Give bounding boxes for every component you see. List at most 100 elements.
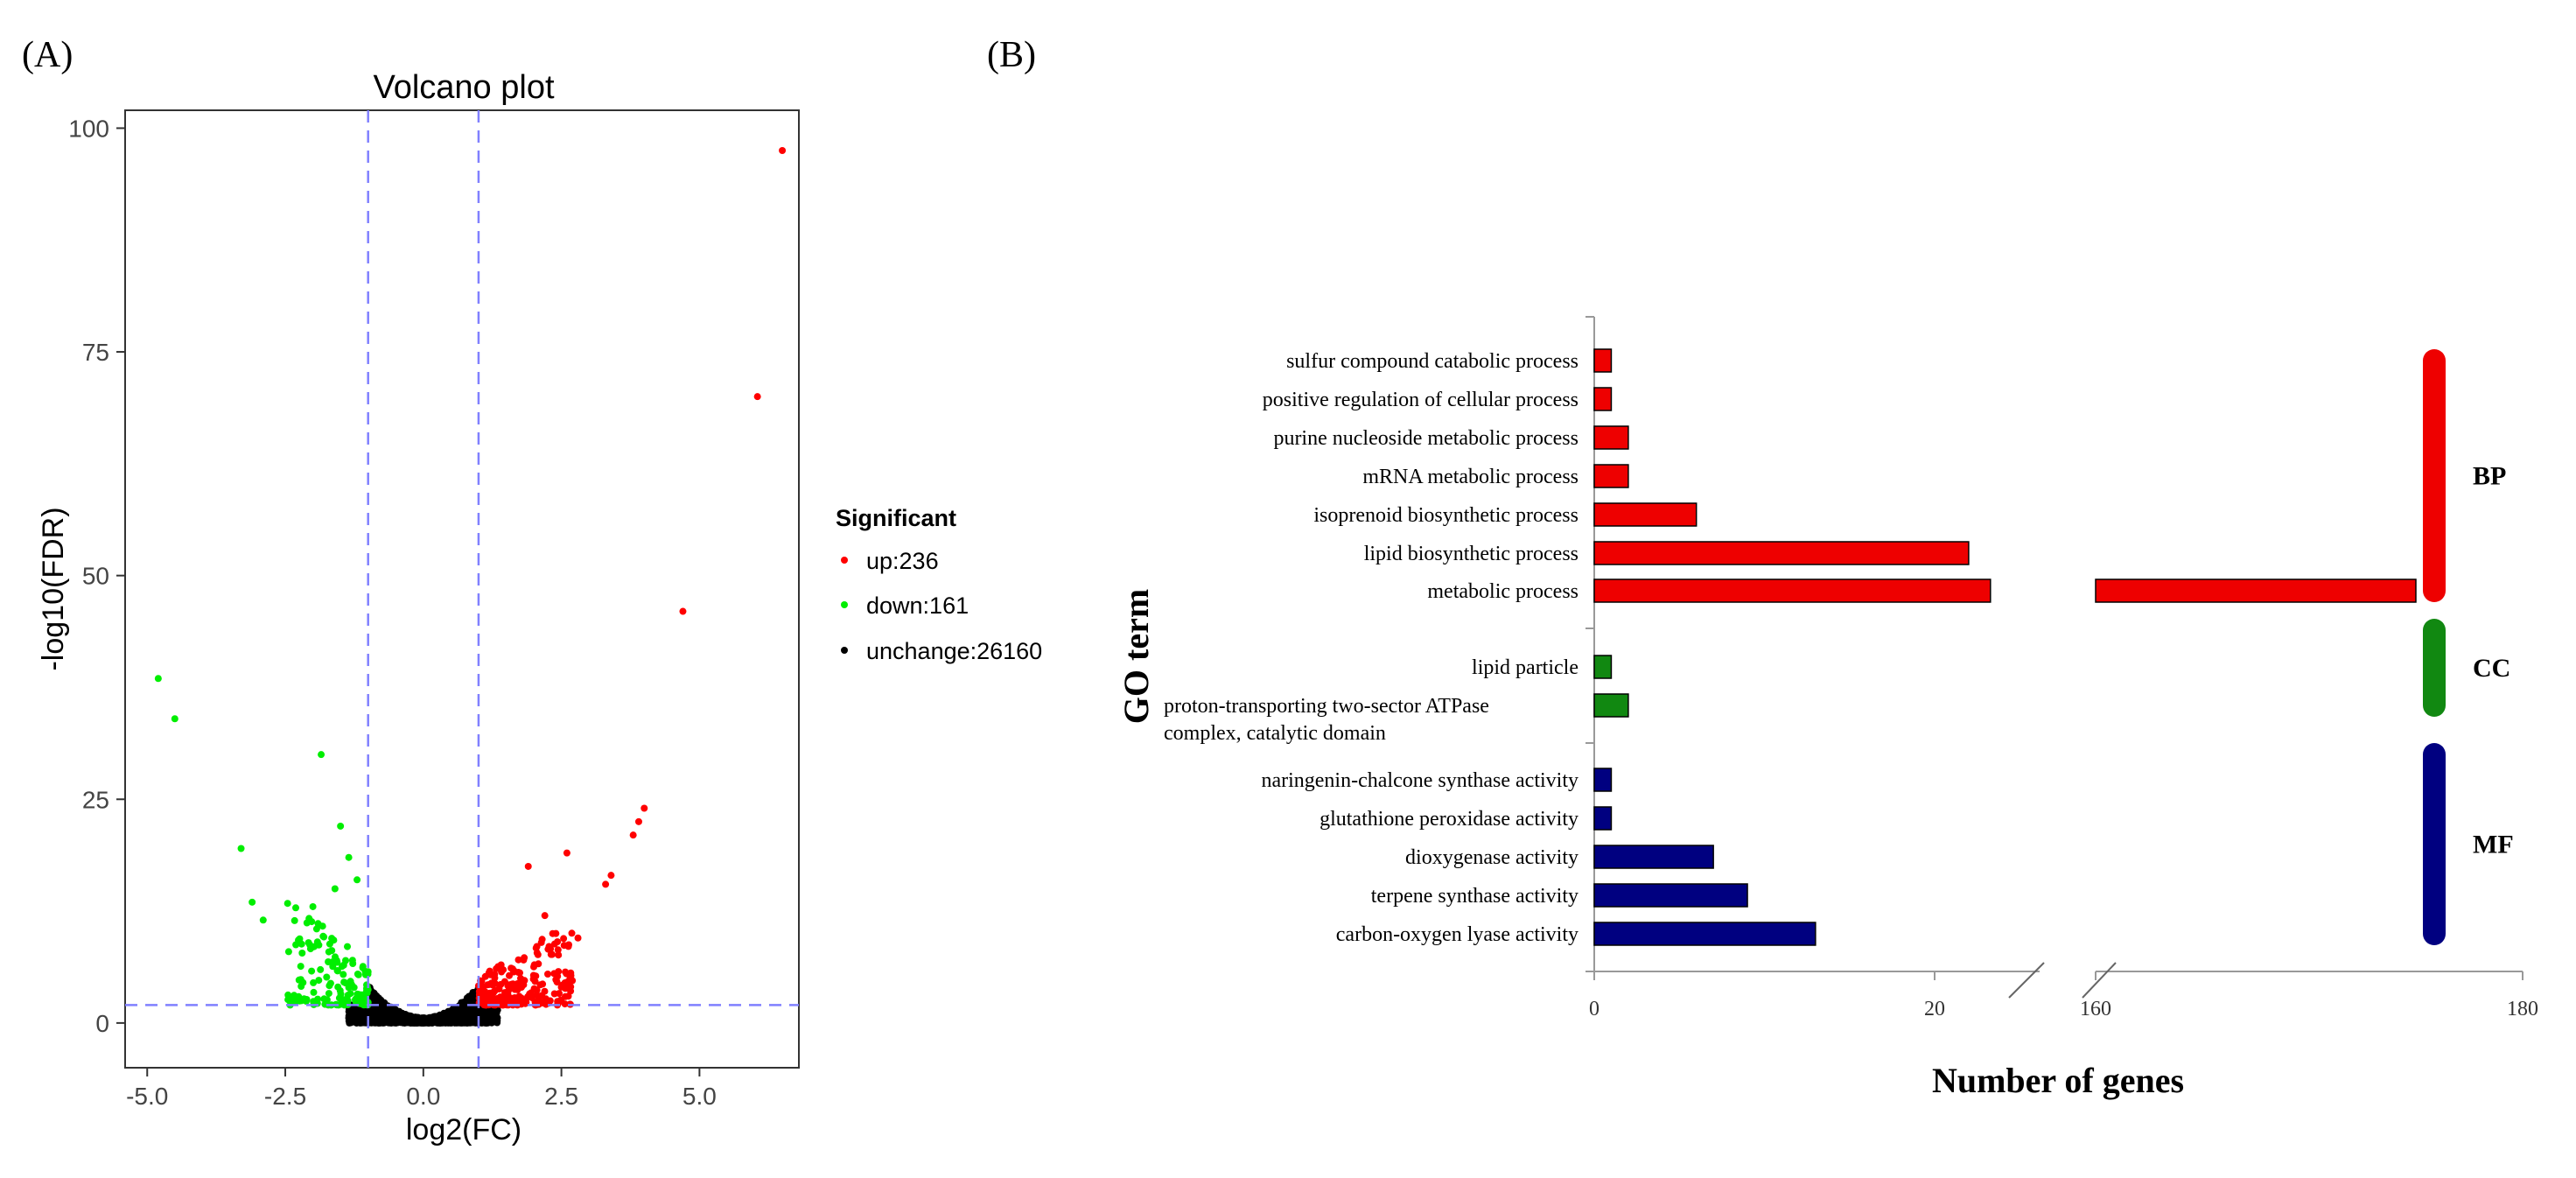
point-unchange	[468, 994, 476, 1002]
point-up	[532, 944, 540, 952]
point-up	[554, 938, 562, 946]
chart-title: Volcano plot	[373, 69, 554, 106]
point-unchange	[363, 1007, 371, 1015]
point-unchange	[369, 1017, 377, 1025]
point-up	[524, 992, 532, 1000]
go-bar-part-2	[2095, 578, 2417, 603]
point-up	[554, 946, 562, 954]
point-down	[292, 941, 300, 949]
point-down-outlier	[345, 853, 353, 861]
go-term-label: metabolic process	[1427, 580, 1578, 603]
point-unchange	[458, 1000, 466, 1007]
point-up	[562, 984, 570, 992]
point-unchange	[417, 1019, 425, 1027]
point-up	[564, 992, 572, 1000]
go-term-label: lipid biosynthetic process	[1364, 543, 1578, 565]
point-down	[340, 971, 347, 978]
point-unchange	[468, 1017, 476, 1025]
x-axis-label: log2(FC)	[406, 1113, 522, 1146]
point-down	[310, 978, 318, 986]
point-down	[319, 932, 327, 940]
point-unchange	[394, 1016, 402, 1024]
point-down	[340, 961, 347, 969]
point-down	[337, 1000, 345, 1008]
point-up	[533, 986, 541, 994]
point-down-outlier	[154, 675, 162, 683]
point-up-outlier	[563, 849, 570, 857]
point-down	[354, 971, 362, 978]
point-down	[325, 948, 332, 956]
point-up	[521, 954, 528, 962]
point-up-outlier	[602, 880, 610, 888]
x-tick-label: -5.0	[126, 1083, 168, 1110]
point-up	[561, 979, 569, 986]
point-down	[347, 981, 355, 989]
point-up	[500, 966, 508, 974]
point-up	[550, 970, 558, 978]
go-term-label: lipid particle	[1472, 656, 1578, 679]
point-down	[335, 994, 343, 1002]
go-bar	[1593, 806, 1613, 831]
go-x-tick-label: 160	[2080, 998, 2111, 1020]
go-bar	[1593, 693, 1629, 718]
point-down	[310, 998, 318, 1006]
point-down	[359, 964, 367, 971]
point-up	[560, 935, 568, 943]
point-up-outlier	[634, 817, 642, 825]
point-up	[539, 980, 547, 988]
panel-a-label: (A)	[22, 35, 73, 75]
go-bar	[1593, 387, 1613, 411]
point-unchange	[455, 1009, 463, 1017]
go-y-axis-label: GO term	[1116, 589, 1156, 724]
point-unchange	[488, 1013, 496, 1020]
point-up	[482, 1001, 490, 1008]
point-unchange	[481, 1010, 489, 1018]
threshold-lines	[125, 110, 799, 1068]
plot-frame	[124, 109, 800, 1069]
point-unchange	[377, 997, 385, 1004]
go-bar	[1593, 541, 1970, 565]
point-down	[354, 990, 361, 998]
go-term-label: mRNA metabolic process	[1362, 466, 1578, 488]
go-bar-part-1	[1593, 578, 1992, 603]
axis-break-mark	[2082, 962, 2117, 999]
volcano-axis-ticks: -5.0 -2.5 0.0 2.5 5.0 0 25 50 75 100	[68, 115, 717, 1110]
point-up	[508, 994, 515, 1002]
go-bar	[1593, 425, 1629, 450]
legend-label-unchange: unchange:26160	[866, 638, 1042, 664]
point-down	[308, 918, 316, 926]
go-bar	[1593, 922, 1816, 946]
go-bars	[1593, 348, 2417, 946]
point-up	[514, 969, 522, 976]
point-down	[332, 957, 340, 964]
point-down	[348, 957, 356, 964]
point-up	[486, 967, 494, 975]
point-up-outlier	[607, 872, 615, 880]
point-up	[514, 956, 522, 964]
point-down	[325, 990, 332, 998]
point-unchange	[491, 1006, 499, 1014]
point-up-outlier	[640, 804, 648, 812]
point-down	[340, 978, 348, 986]
go-term-label: purine nucleoside metabolic process	[1273, 427, 1578, 450]
point-up	[546, 997, 554, 1005]
point-down	[364, 968, 372, 976]
point-down-outlier	[309, 902, 317, 910]
point-down	[333, 967, 341, 975]
point-up-outlier	[552, 929, 560, 937]
go-term-label: carbon-oxygen lyase activity	[1336, 923, 1578, 946]
go-bar	[1593, 883, 1748, 908]
go-x-axis-label: Number of genes	[1932, 1061, 2184, 1100]
go-bar	[1593, 845, 1714, 869]
point-up	[491, 974, 499, 982]
point-down	[315, 941, 323, 949]
point-unchange	[383, 1017, 391, 1025]
x-tick-label: 5.0	[682, 1083, 717, 1110]
y-tick-label: 100	[68, 115, 109, 142]
point-down	[325, 958, 332, 965]
point-down-outlier	[331, 885, 339, 893]
point-up	[490, 989, 498, 996]
point-unchange	[449, 1019, 456, 1027]
x-tick-label: -2.5	[264, 1083, 306, 1110]
point-up	[509, 980, 517, 988]
